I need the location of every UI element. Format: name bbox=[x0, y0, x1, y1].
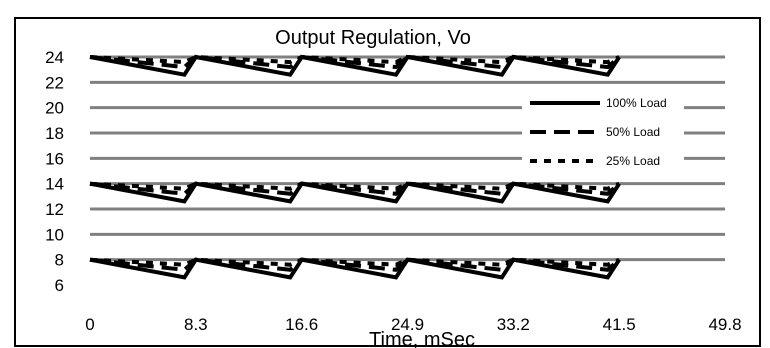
series-line-dotted bbox=[89, 54, 621, 65]
y-tick-label: 24 bbox=[45, 48, 64, 67]
y-tick-label: 18 bbox=[45, 124, 64, 143]
legend-label: 100% Load bbox=[606, 96, 667, 110]
x-tick-label: 0 bbox=[85, 315, 94, 334]
legend-entry-bg bbox=[522, 121, 684, 143]
chart-title: Output Regulation, Vo bbox=[275, 27, 471, 49]
y-tick-label: 10 bbox=[45, 225, 64, 244]
x-tick-label: 33.2 bbox=[497, 315, 530, 334]
legend-entry-bg bbox=[522, 150, 684, 172]
x-axis-label: Time, mSec bbox=[369, 329, 475, 348]
legend-label: 50% Load bbox=[606, 125, 660, 139]
x-tick-label: 8.3 bbox=[184, 315, 208, 334]
y-axis-ticks: 6 8 10 12 14 16 18 20 22 24 bbox=[45, 48, 64, 295]
y-tick-label: 12 bbox=[45, 200, 64, 219]
legend-label: 25% Load bbox=[606, 154, 660, 168]
y-tick-label: 14 bbox=[45, 175, 64, 194]
legend-entry-bg bbox=[522, 92, 684, 114]
chart-frame bbox=[14, 17, 761, 347]
x-tick-label: 24.9 bbox=[391, 315, 424, 334]
y-tick-label: 6 bbox=[55, 276, 64, 295]
x-tick-label: 41.5 bbox=[603, 315, 636, 334]
y-tick-label: 22 bbox=[45, 73, 64, 92]
series-line-dotted bbox=[89, 257, 620, 267]
y-tick-label: 20 bbox=[45, 99, 64, 118]
x-axis-ticks: 0 8.3 16.6 24.9 33.2 41.5 49.8 bbox=[85, 315, 741, 334]
legend: 100% Load 50% Load 25% Load bbox=[522, 92, 684, 172]
x-tick-label: 49.8 bbox=[708, 315, 741, 334]
y-tick-label: 8 bbox=[55, 251, 64, 270]
series-line-dotted bbox=[89, 181, 620, 191]
x-tick-label: 16.6 bbox=[285, 315, 318, 334]
series-lines bbox=[89, 54, 621, 280]
y-tick-label: 16 bbox=[45, 149, 64, 168]
